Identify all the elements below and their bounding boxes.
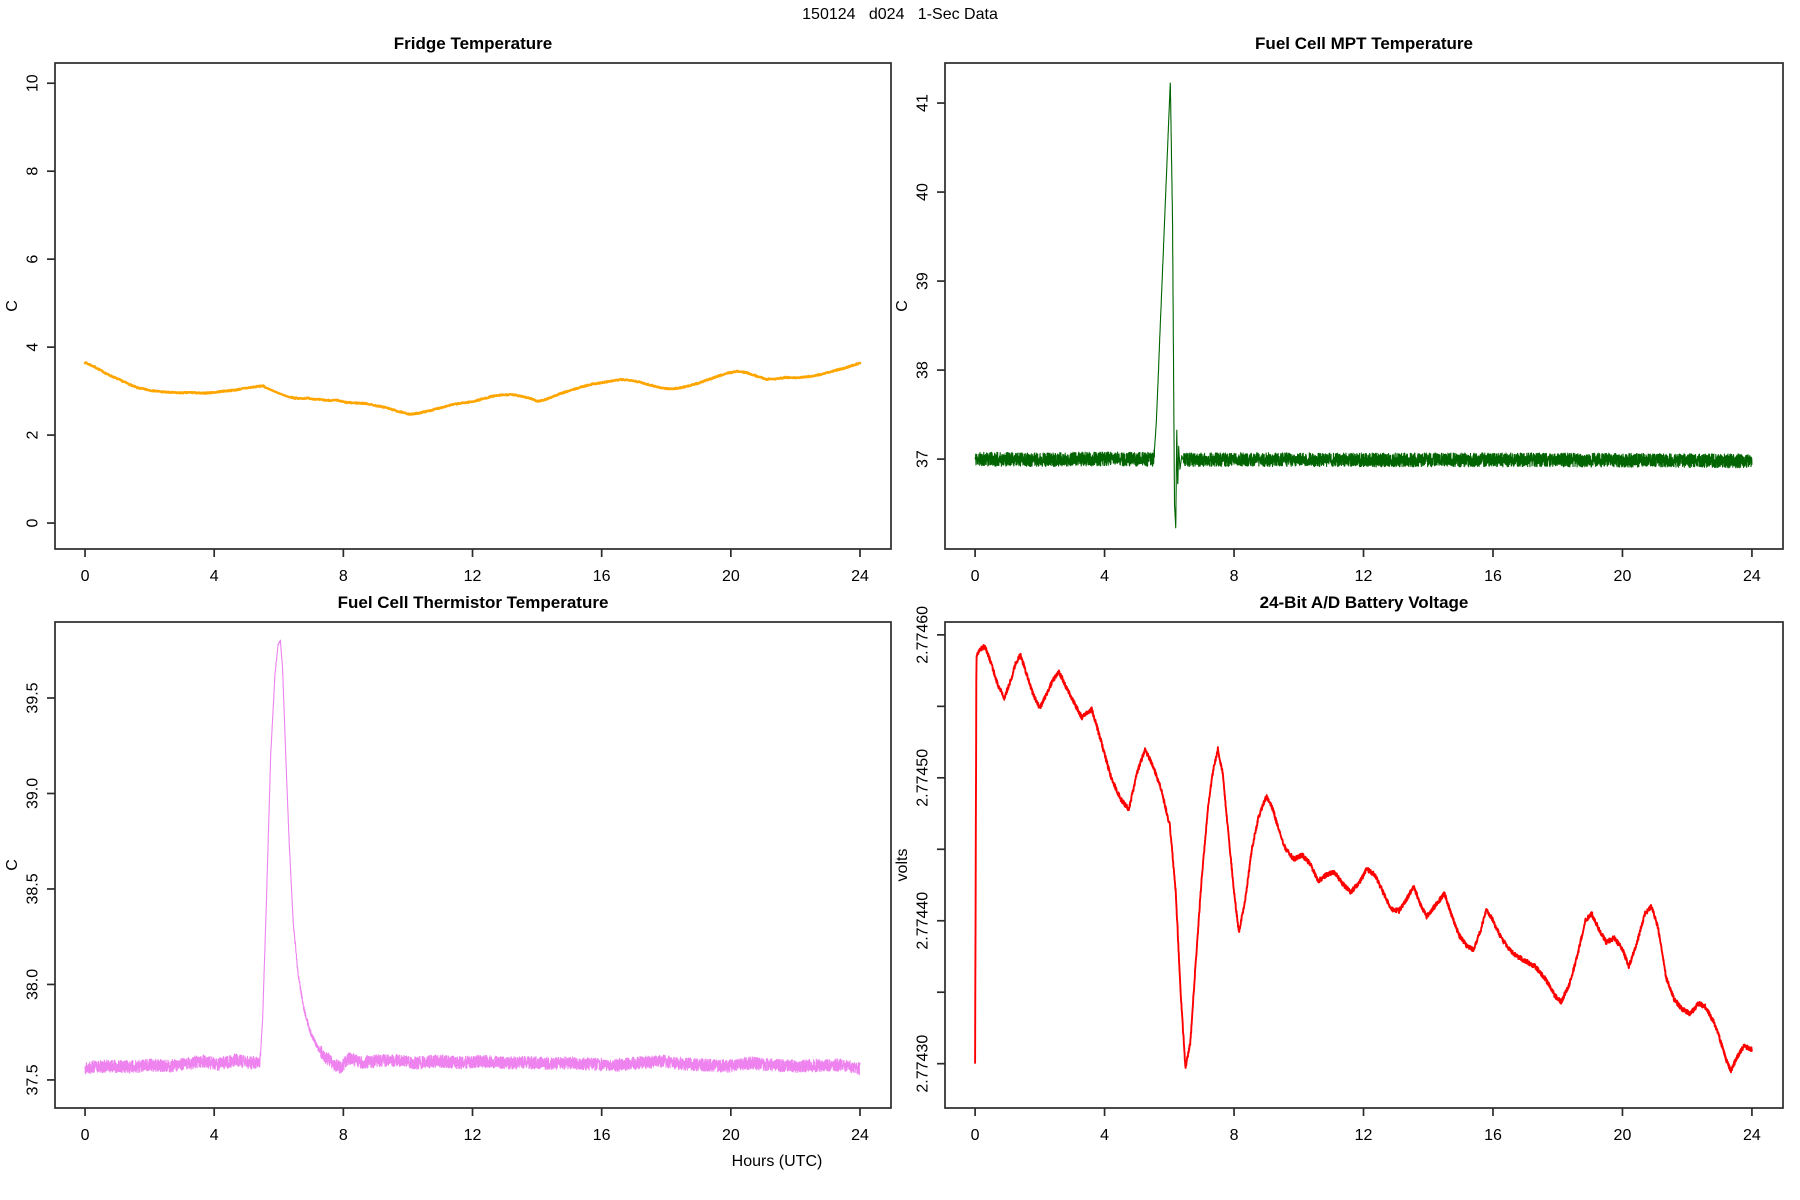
y-tick-label: 39.0 [25,778,42,809]
x-tick-label: 4 [1100,1127,1109,1144]
y-tick-label: 4 [25,343,42,352]
y-tick-label: 2.77450 [915,749,932,807]
x-tick-label: 12 [1355,1127,1373,1144]
x-tick-label: 8 [1230,1127,1239,1144]
x-tick-label: 16 [1484,568,1502,585]
x-tick-label: 0 [971,568,980,585]
plot-box [54,62,892,550]
y-tick-label: 41 [915,94,932,112]
plot-title-mpt: Fuel Cell MPT Temperature [1255,34,1473,53]
series-line-fridge-temperature [83,361,862,416]
x-tick-label: 24 [851,568,869,585]
plot-title-thermistor: Fuel Cell Thermistor Temperature [337,593,609,612]
y-tick-label: 2.77460 [915,606,932,664]
x-tick-label: 4 [210,568,219,585]
x-tick-label: 0 [81,1127,90,1144]
y-tick-label: 37.5 [25,1064,42,1095]
x-tick-label: 20 [1614,1127,1632,1144]
x-tick-label: 24 [851,1127,869,1144]
x-tick-label: 0 [81,568,90,585]
plot-box [54,621,892,1109]
figure-title: 150124 d024 1-Sec Data [802,6,998,23]
x-tick-label: 24 [1743,568,1761,585]
x-tick-label: 4 [210,1127,219,1144]
plot-title-fridge: Fridge Temperature [393,34,553,53]
x-tick-label: 16 [1484,1127,1502,1144]
y-tick-label: 10 [25,74,42,92]
y-tick-label: 38 [915,361,932,379]
series-line-fuel-cell-mpt-temperature [974,82,1753,529]
x-tick-label: 20 [722,1127,740,1144]
x-tick-label: 20 [722,568,740,585]
x-tick-label: 12 [464,568,482,585]
y-tick-label: 2.77440 [915,892,932,950]
x-tick-label: 8 [1230,568,1239,585]
x-tick-label: 12 [1355,568,1373,585]
plot-box [944,621,1784,1109]
y-tick-label: 2.77430 [915,1035,932,1093]
y-tick-label: 37 [915,450,932,468]
plot-fuel-cell-thermistor-temperature: 0 4 8 12 16 20 24 37.5 38.0 38.5 39.0 39.5 [25,621,892,1144]
y-tick-label: 2 [25,431,42,440]
y-tick-label: 0 [25,519,42,528]
x-tick-label: 16 [593,568,611,585]
x-tick-label: 20 [1614,568,1632,585]
x-axis-label: Hours (UTC) [731,1153,823,1170]
y-tick-label: 38.5 [25,873,42,904]
x-tick-label: 0 [971,1127,980,1144]
x-tick-label: 24 [1743,1127,1761,1144]
x-tick-label: 8 [339,568,348,585]
y-tick-label: 39.5 [25,682,42,713]
y-tick-label: 38.0 [25,969,42,1000]
plot-box [944,62,1784,550]
series-line-battery-voltage [974,643,1753,1074]
x-tick-label: 16 [593,1127,611,1144]
y-tick-label: 39 [915,272,932,290]
series-line-fuel-cell-thermistor-temperature [84,639,861,1076]
y-tick-label: 40 [915,183,932,201]
x-tick-label: 8 [339,1127,348,1144]
x-tick-label: 12 [464,1127,482,1144]
y-tick-label: 6 [25,255,42,264]
x-tick-label: 4 [1100,568,1109,585]
y-tick-label: 8 [25,167,42,176]
plot-title-battery: 24-Bit A/D Battery Voltage [1259,593,1469,612]
plot-battery-voltage: 0 4 8 12 16 20 24 2.77430 2.77440 2.77450 2.77460 [915,606,1784,1144]
plot-fuel-cell-mpt-temperature: 0 4 8 12 16 20 24 37 38 39 40 41 [915,62,1784,585]
